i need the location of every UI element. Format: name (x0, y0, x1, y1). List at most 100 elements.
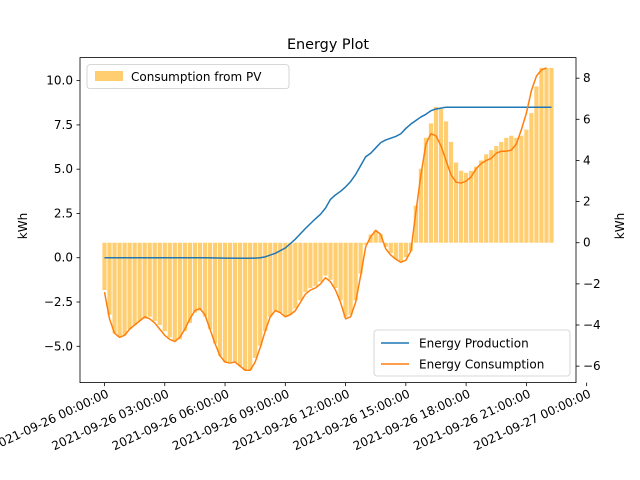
pv-bar-79 (499, 141, 504, 243)
pv-bar-39 (298, 242, 303, 301)
pv-bar-52 (363, 242, 368, 245)
pv-bar-81 (509, 135, 514, 243)
pv-bar-62 (413, 205, 418, 243)
pv-bar-4 (122, 242, 127, 336)
pv-bar-22 (212, 242, 218, 344)
pv-bar-24 (222, 242, 228, 363)
pv-bar-88 (544, 67, 549, 243)
pv-bar-74 (474, 166, 479, 243)
pv-bar-38 (293, 242, 298, 309)
pv-bar-58 (393, 242, 398, 260)
left-tick-label: 10.0 (46, 74, 73, 88)
pv-bar-12 (162, 242, 167, 332)
pv-bar-64 (423, 137, 429, 243)
pv-bar-9 (147, 242, 152, 317)
right-tick-label: −4 (583, 318, 601, 332)
pv-bar-19 (197, 242, 203, 311)
legend-label-consumption: Energy Consumption (419, 358, 544, 372)
pv-bar-55 (378, 234, 383, 243)
right-tick-label: −2 (583, 277, 601, 291)
legend-box (86, 64, 290, 89)
pv-bar-56 (383, 242, 388, 247)
legend-label-production: Energy Production (419, 337, 529, 351)
pv-bar-87 (539, 67, 544, 243)
pv-bar-53 (368, 234, 373, 243)
pv-bar-43 (318, 242, 323, 282)
pv-bar-77 (489, 150, 494, 243)
pv-bar-2 (112, 242, 117, 334)
right-tick-label: −6 (583, 359, 601, 373)
pv-bar-44 (323, 242, 328, 276)
legend-label-pv: Consumption from PV (131, 70, 262, 84)
pv-bar-28 (243, 242, 248, 371)
pv-bar-85 (529, 113, 534, 243)
pv-bar-42 (313, 242, 318, 286)
pv-bars (102, 67, 554, 371)
pv-bar-32 (263, 242, 268, 332)
legend-top-left: Consumption from PV (86, 64, 290, 89)
pv-bar-50 (353, 242, 358, 301)
pv-bar-1 (107, 242, 112, 315)
pv-bar-17 (187, 242, 192, 323)
right-y-axis: −6 −4 −2 0 2 4 6 8 (576, 71, 601, 373)
left-tick-label: 0.0 (54, 251, 73, 265)
pv-bar-45 (328, 242, 333, 280)
series-line-consumption (103, 67, 547, 372)
pv-bar-40 (303, 242, 308, 293)
pv-bar-33 (268, 242, 273, 317)
pv-bar-67 (438, 109, 444, 243)
right-tick-label: 8 (583, 71, 591, 85)
right-tick-label: 6 (583, 112, 591, 126)
left-tick-label: 7.5 (54, 118, 73, 132)
pv-bar-11 (157, 242, 162, 326)
pv-bar-70 (453, 162, 459, 243)
pv-bar-7 (137, 242, 142, 321)
pv-bar-37 (288, 242, 293, 315)
pv-bar-84 (524, 129, 529, 243)
pv-bar-15 (177, 242, 182, 340)
pv-bar-73 (469, 170, 474, 243)
pv-bar-46 (333, 242, 338, 288)
pv-bar-27 (238, 242, 243, 367)
plot-frame (79, 57, 577, 383)
pv-bar-47 (338, 242, 343, 301)
legend-swatch-pv (95, 71, 123, 81)
pv-bar-78 (494, 146, 499, 243)
pv-bar-48 (343, 242, 348, 317)
pv-bar-71 (458, 170, 464, 243)
pv-bar-80 (504, 137, 509, 243)
pv-bar-36 (283, 242, 288, 317)
chart-title: Energy Plot (287, 37, 369, 53)
pv-bar-89 (549, 67, 554, 243)
pv-bar-13 (167, 242, 172, 338)
pv-bar-69 (448, 141, 454, 243)
pv-bar-34 (273, 242, 278, 311)
series-lines (103, 67, 552, 372)
pv-bar-82 (514, 137, 519, 243)
pv-bar-60 (403, 242, 408, 258)
pv-bar-8 (142, 242, 147, 319)
series-line-production (104, 106, 552, 260)
left-tick-label: −2.5 (44, 295, 73, 309)
pv-bar-29 (248, 242, 253, 371)
pv-bar-16 (182, 242, 187, 332)
pv-bar-30 (253, 242, 258, 358)
pv-bar-68 (443, 121, 449, 243)
pv-bar-72 (464, 172, 469, 243)
right-tick-label: 4 (583, 153, 591, 167)
pv-bar-86 (534, 86, 539, 243)
left-tick-label: 2.5 (54, 206, 73, 220)
legend-bottom-right: Energy Production Energy Consumption (373, 329, 571, 377)
pv-bar-25 (227, 242, 233, 363)
pv-bar-26 (232, 242, 238, 363)
pv-bar-35 (278, 242, 283, 313)
pv-bar-20 (202, 242, 208, 317)
right-tick-label: 0 (583, 236, 591, 250)
pv-bar-6 (132, 242, 137, 326)
pv-bar-59 (398, 242, 403, 262)
pv-bar-14 (172, 242, 177, 342)
left-y-axis: −5.0 −2.5 0.0 2.5 5.0 7.5 10.0 (44, 74, 80, 353)
pv-bar-83 (519, 135, 524, 243)
pv-bar-65 (428, 123, 434, 243)
